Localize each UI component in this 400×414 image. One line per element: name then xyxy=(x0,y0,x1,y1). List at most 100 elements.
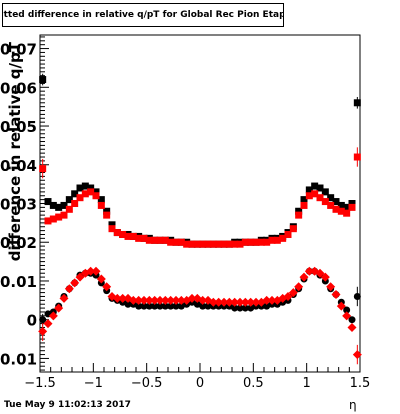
data-point-square xyxy=(129,232,137,240)
data-point-square xyxy=(108,221,116,229)
data-point-diamond xyxy=(176,295,186,305)
data-point-square xyxy=(108,225,116,233)
data-point-square xyxy=(76,184,84,192)
data-point-square xyxy=(343,203,351,211)
data-point-circle xyxy=(39,316,47,324)
data-point-diamond xyxy=(187,293,197,303)
data-point-circle xyxy=(156,302,164,310)
y-tick-label: 0.06 xyxy=(0,79,37,97)
data-point-diamond xyxy=(48,311,58,321)
data-point-square xyxy=(289,225,297,233)
data-point-square xyxy=(188,240,196,248)
data-point-circle xyxy=(151,302,159,310)
data-point-square xyxy=(199,240,207,248)
data-point-diamond xyxy=(75,272,85,282)
data-point-square xyxy=(321,188,329,196)
data-point-diamond xyxy=(262,295,272,305)
data-point-square xyxy=(321,198,329,206)
data-point-square xyxy=(215,240,223,248)
data-point-square xyxy=(71,200,79,207)
data-point-square xyxy=(273,236,281,244)
data-point-square xyxy=(279,234,287,242)
data-point-square xyxy=(348,200,356,207)
data-point-square xyxy=(193,240,201,248)
data-point-square xyxy=(316,194,324,202)
data-point-square xyxy=(76,194,84,202)
data-point-diamond xyxy=(208,297,218,307)
data-point-square xyxy=(295,211,303,219)
data-point-diamond xyxy=(59,293,69,303)
data-point-square xyxy=(135,234,143,242)
data-point-circle xyxy=(263,302,271,310)
data-point-square xyxy=(305,186,313,194)
data-point-diamond xyxy=(336,301,346,311)
data-point-square xyxy=(113,229,121,237)
data-point-diamond xyxy=(118,293,128,303)
data-point-diamond xyxy=(251,297,261,307)
x-tick-label: −1.5 xyxy=(24,376,56,391)
data-point-square xyxy=(71,190,79,198)
data-point-square xyxy=(145,236,153,244)
y-tick-label: 0.01 xyxy=(0,273,37,291)
data-point-square xyxy=(316,184,324,192)
data-point-square xyxy=(353,99,361,107)
data-point-square xyxy=(97,196,105,204)
data-point-circle xyxy=(124,300,132,308)
data-point-square xyxy=(241,238,249,246)
data-point-square xyxy=(343,209,351,217)
chart-title: Fitted difference in relative q/pT for G… xyxy=(2,10,284,20)
data-point-square xyxy=(172,238,180,246)
data-point-square xyxy=(81,182,89,190)
data-point-diamond xyxy=(160,295,170,305)
data-point-square xyxy=(92,188,100,196)
data-point-square xyxy=(252,238,260,246)
data-point-square xyxy=(284,230,292,238)
data-point-circle xyxy=(348,316,356,324)
data-point-diamond xyxy=(171,295,181,305)
data-point-diamond xyxy=(235,297,245,307)
data-point-square xyxy=(151,236,159,244)
data-point-square xyxy=(167,238,175,246)
data-point-circle xyxy=(199,302,207,310)
data-point-square xyxy=(39,76,47,84)
data-point-diamond xyxy=(144,295,154,305)
y-tick-label: 0.03 xyxy=(0,196,37,214)
data-point-square xyxy=(81,190,89,198)
data-point-square xyxy=(327,201,335,209)
data-point-square xyxy=(119,230,127,238)
data-point-square xyxy=(156,236,164,244)
data-point-diamond xyxy=(315,268,325,278)
data-point-circle xyxy=(247,304,255,312)
data-point-square xyxy=(247,238,255,246)
data-point-diamond xyxy=(219,297,229,307)
timestamp: Tue May 9 11:02:13 2017 xyxy=(4,400,131,410)
data-point-diamond xyxy=(112,293,122,303)
data-point-square xyxy=(49,201,57,209)
data-point-square xyxy=(268,236,276,244)
chart-title-box: Fitted difference in relative q/pT for G… xyxy=(2,3,284,27)
data-point-diamond xyxy=(86,266,96,276)
data-point-square xyxy=(327,194,335,202)
data-point-circle xyxy=(193,300,201,308)
data-point-diamond xyxy=(155,295,165,305)
data-point-square xyxy=(183,240,191,248)
data-point-circle xyxy=(343,306,351,314)
data-point-circle xyxy=(353,292,361,300)
data-point-square xyxy=(311,182,319,190)
data-point-circle xyxy=(231,304,239,312)
data-point-circle xyxy=(241,304,249,312)
data-point-square xyxy=(44,217,52,225)
data-point-square xyxy=(65,205,73,213)
data-point-square xyxy=(65,196,73,204)
data-point-square xyxy=(55,213,63,221)
data-point-diamond xyxy=(246,297,256,307)
data-point-square xyxy=(92,192,100,200)
data-point-diamond xyxy=(134,295,144,305)
x-tick-label: 0.5 xyxy=(243,376,264,391)
data-point-diamond xyxy=(128,295,138,305)
data-point-diamond xyxy=(326,282,336,292)
data-point-diamond xyxy=(214,297,224,307)
data-point-circle xyxy=(177,302,185,310)
data-point-diamond xyxy=(230,297,240,307)
data-point-square xyxy=(263,238,271,246)
